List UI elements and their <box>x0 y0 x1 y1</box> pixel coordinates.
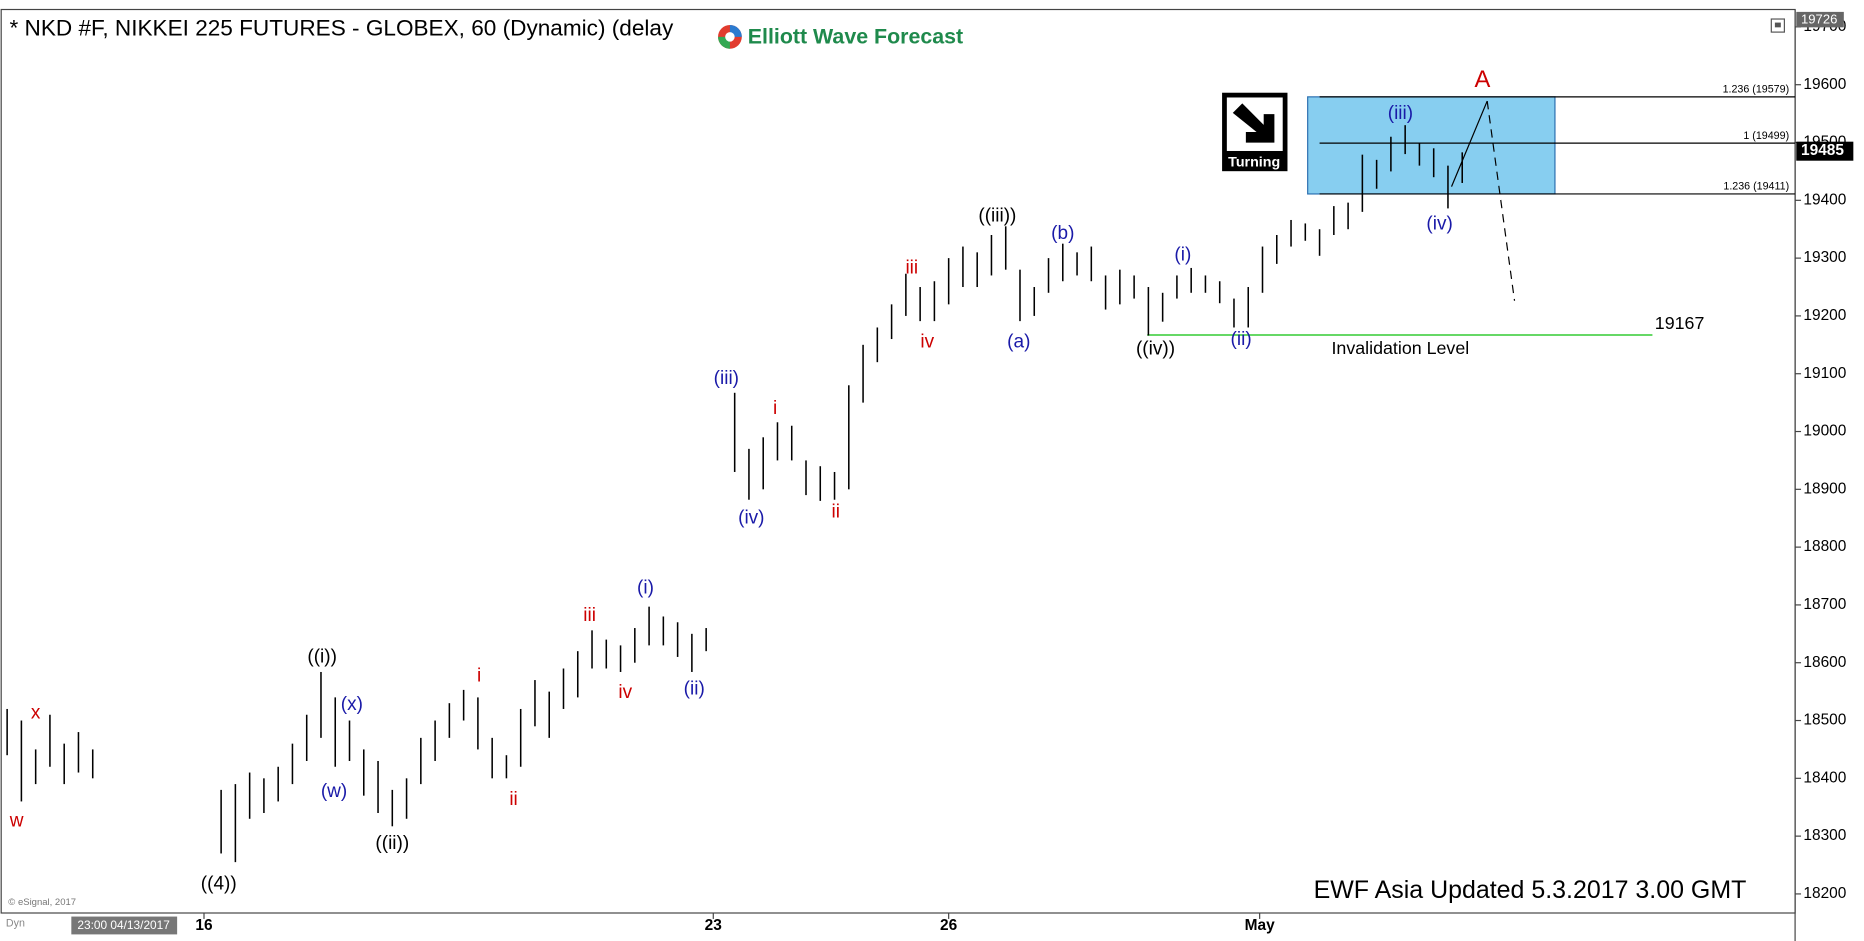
y-tick-label: 18800 <box>1803 538 1846 555</box>
wave-label: x <box>31 702 41 723</box>
cursor-date-bg <box>71 916 178 935</box>
copyright: © eSignal, 2017 <box>8 897 76 908</box>
x-tick-label: May <box>1245 917 1275 934</box>
footer: EWF Asia Updated 5.3.2017 3.00 GMT <box>1314 876 1747 904</box>
y-tick-label: 18500 <box>1803 712 1846 729</box>
invalidation-label: Invalidation Level <box>1331 338 1469 358</box>
last-price-bg <box>1796 141 1854 161</box>
wave-label: (i) <box>637 577 654 598</box>
y-tick-label: 18700 <box>1803 596 1846 613</box>
turning-label: Turning <box>1228 155 1280 171</box>
mode-label: Dyn <box>6 918 25 930</box>
target-box <box>1307 96 1556 195</box>
y-tick-label: 18400 <box>1803 769 1846 786</box>
y-tick-label: 18300 <box>1803 827 1846 844</box>
invalidation-value: 19167 <box>1655 313 1705 333</box>
wave-label: iv <box>618 682 632 703</box>
wave-label: (b) <box>1051 223 1074 244</box>
y-tick-label: 19000 <box>1803 423 1846 440</box>
y-tick-label: 19300 <box>1803 249 1846 266</box>
wave-label: iv <box>920 331 934 352</box>
wave-label: iii <box>583 605 596 626</box>
projection-up <box>1450 100 1488 187</box>
x-tick-label: 16 <box>195 917 213 934</box>
logo-bg <box>713 16 969 48</box>
wave-label: (a) <box>1007 331 1030 352</box>
wave-label: (i) <box>1174 245 1191 266</box>
x-tick-label: 26 <box>940 917 958 934</box>
y-tick-label: 19600 <box>1803 76 1846 93</box>
wave-label: iii <box>905 258 918 279</box>
wave-label: (ii) <box>1231 329 1252 350</box>
wave-label: (iv) <box>1426 214 1452 235</box>
fib-label: 1.236 (19579) <box>1723 84 1790 96</box>
wave-label: (x) <box>341 694 363 715</box>
wave-label: (iii) <box>1388 103 1413 124</box>
wave-label: (ii) <box>684 679 705 700</box>
wave-label: (iv) <box>738 507 764 528</box>
wave-label: ii <box>509 789 517 810</box>
turning-icon: Turning <box>1222 92 1288 172</box>
wave-label: ((i)) <box>307 646 337 667</box>
wave-label: ((iii)) <box>978 205 1016 226</box>
chart-root: 18200 18300 18400 18500 18600 18700 18800 18900… <box>0 8 1854 941</box>
last-price: 19485 <box>1801 142 1844 159</box>
logo-icon <box>718 24 742 49</box>
y-tick-label: 18900 <box>1803 480 1846 497</box>
y-tick-label: 18200 <box>1803 885 1846 902</box>
projection-down <box>1486 100 1516 301</box>
logo-text: Elliott Wave Forecast <box>748 25 963 49</box>
y-tick-label: 19400 <box>1803 191 1846 208</box>
wave-label: w <box>9 810 24 831</box>
x-tick-label: 23 <box>705 917 723 934</box>
wave-label: ((4)) <box>201 873 237 894</box>
cursor-date: 23:00 04/13/2017 <box>77 918 169 932</box>
top-price-bg <box>1796 11 1844 28</box>
y-tick-label: 19100 <box>1803 365 1846 382</box>
wave-label: (w) <box>321 781 347 802</box>
top-price: 19726 <box>1801 12 1837 27</box>
y-tick-label: 19200 <box>1803 307 1846 324</box>
wave-label: i <box>773 398 777 419</box>
wave-label: ii <box>831 501 839 522</box>
wave-label: (iii) <box>714 368 739 389</box>
fib-label: 1 (19499) <box>1743 130 1789 142</box>
y-tick-label: 18600 <box>1803 654 1846 671</box>
fib-label: 1.236 (19411) <box>1723 181 1789 193</box>
window-icon <box>1770 18 1785 33</box>
wave-label: ((ii)) <box>375 833 409 854</box>
wave-label: ((iv)) <box>1136 339 1175 360</box>
chart-title: * NKD #F, NIKKEI 225 FUTURES - GLOBEX, 6… <box>10 16 674 41</box>
wave-label: A <box>1475 66 1491 93</box>
wave-label: i <box>477 665 481 686</box>
